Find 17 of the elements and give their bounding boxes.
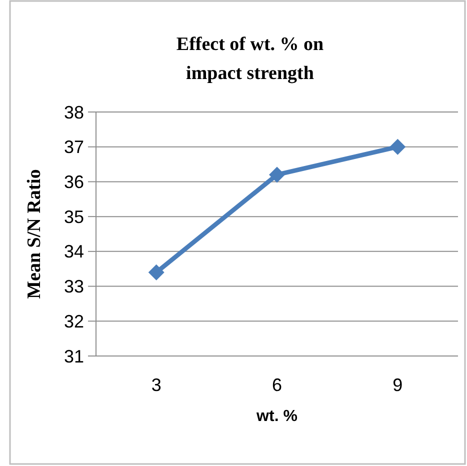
y-tick-label: 33 [64,276,84,297]
x-axis-title: wt. % [256,408,298,425]
x-tick-label: 6 [272,375,282,395]
y-axis-title: Mean S/N Ratio [24,169,45,299]
y-tick-label: 36 [64,172,84,192]
x-tick-label: 9 [392,375,403,395]
point [390,138,406,155]
y-tick-label: 34 [64,242,84,262]
y-tick-label: 32 [64,311,84,332]
y-tick-label: 38 [64,102,84,122]
point [148,264,164,280]
y-tick-label: 31 [64,346,84,366]
chart-title: Effect of wt. % on impact strength [176,34,324,84]
x-tick-label: 3 [151,375,162,395]
y-tick-label: 37 [64,137,84,158]
y-tick-label: 35 [64,206,84,227]
point [269,166,285,183]
